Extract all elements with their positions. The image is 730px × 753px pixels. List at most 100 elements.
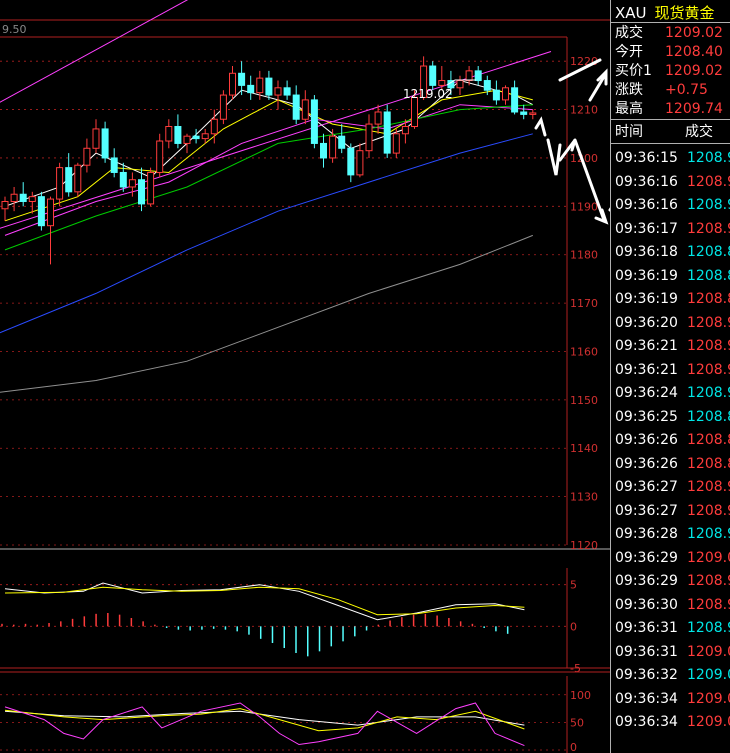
candle-body — [56, 167, 64, 200]
tick-price: 1208.9 — [687, 479, 730, 495]
tick-price: 1209.0 — [687, 690, 730, 707]
kdj-j-line — [4, 710, 525, 726]
tick-price: 1208.9 — [687, 526, 730, 542]
candle-body — [292, 94, 300, 120]
tick-price: 1208.8 — [687, 267, 730, 284]
tick-time: 09:36:15 — [615, 150, 678, 166]
tick-row: 09:36:29 1209.0 — [615, 547, 730, 570]
candle-body — [374, 111, 382, 125]
tick-time: 09:36:29 — [615, 573, 678, 589]
tick-row: 09:36:24 1208.9 — [615, 382, 730, 405]
tick-row: 09:36:30 1208.9 — [615, 594, 730, 617]
moving-average-line — [4, 104, 533, 236]
tick-time: 09:36:18 — [615, 244, 678, 260]
tick-row: 09:36:26 1208.8 — [615, 429, 730, 452]
candle-body — [83, 147, 91, 166]
y-tick-label: 1210 — [570, 104, 598, 117]
candle-body — [411, 96, 418, 128]
y-tick-label: 1130 — [570, 491, 598, 504]
kdj-k-line — [4, 702, 525, 747]
tick-row: 09:36:27 1208.9 — [615, 500, 730, 523]
y-tick-label: 1200 — [570, 152, 598, 165]
candle-body — [329, 135, 337, 159]
tick-price: 1209.0 — [687, 667, 730, 683]
kline-chart[interactable]: 9.50122012101200119011801170116011501140… — [0, 0, 610, 753]
tick-row: 09:36:28 1208.9 — [615, 523, 730, 546]
tick-row: 09:36:19 1208.8 — [615, 265, 730, 288]
tick-time: 09:36:21 — [615, 361, 678, 378]
candle-body — [383, 111, 391, 154]
candle-body — [274, 87, 282, 96]
tick-time: 09:36:31 — [615, 643, 678, 660]
tick-price: 1208.9 — [687, 573, 730, 589]
candle-body — [47, 198, 54, 227]
candle-body — [511, 87, 519, 113]
quote-row-label: 最高 — [615, 101, 643, 117]
candle-body — [219, 94, 227, 120]
quote-row: 今开 1208.40 — [615, 43, 723, 62]
macd-dea-line — [4, 586, 525, 616]
quote-row: 成交 1209.02 — [615, 24, 723, 43]
tick-price: 1208.9 — [687, 502, 730, 519]
tick-row: 09:36:34 1209.0 — [615, 688, 730, 711]
tick-time: 09:36:21 — [615, 338, 678, 354]
moving-average-line — [0, 133, 533, 334]
candle-body — [10, 193, 18, 202]
candle-body — [456, 80, 464, 89]
y-tick-label: 1170 — [570, 297, 598, 310]
macd-y-tick-label: 0 — [570, 620, 577, 633]
quote-row-value: 1208.40 — [665, 44, 723, 60]
tick-time: 09:36:26 — [615, 455, 678, 472]
tick-time: 09:36:25 — [615, 408, 678, 425]
quote-row-value: +0.75 — [665, 82, 708, 98]
tick-row: 09:36:29 1208.9 — [615, 570, 730, 593]
candle-body — [101, 128, 109, 159]
quote-row: 买价1 1209.02 — [615, 62, 723, 81]
symbol-name: 现货黄金 — [654, 4, 715, 22]
divider — [611, 22, 730, 23]
channel-line — [0, 0, 189, 103]
divider — [611, 143, 730, 144]
quote-row-value: 1209.02 — [665, 25, 723, 41]
candle-body — [365, 123, 373, 152]
candle-body — [401, 126, 409, 135]
tick-time: 09:36:27 — [615, 502, 678, 519]
candle-body — [429, 65, 437, 86]
annotation-arrow — [534, 116, 547, 137]
candle-body — [201, 133, 209, 140]
annotation-arrow — [596, 68, 608, 86]
tick-row: 09:36:32 1209.0 — [615, 664, 730, 687]
tick-time: 09:36:34 — [615, 714, 678, 730]
candle-body — [192, 135, 200, 140]
tick-price: 1208.9 — [687, 314, 730, 331]
tick-price: 1208.8 — [687, 432, 730, 448]
tick-row: 09:36:25 1208.8 — [615, 406, 730, 429]
candle-body — [65, 167, 73, 193]
kdj-y-tick-label: 50 — [570, 716, 584, 729]
moving-average-line — [0, 234, 533, 393]
candle-body — [392, 133, 400, 154]
divider — [611, 119, 730, 120]
tick-price: 1208.9 — [687, 338, 730, 354]
y-tick-label: 1190 — [570, 200, 598, 213]
tick-row: 09:36:31 1208.9 — [615, 617, 730, 640]
tick-price: 1208.9 — [687, 173, 730, 190]
tick-price: 1208.9 — [687, 596, 730, 613]
tick-row: 09:36:21 1208.9 — [615, 359, 730, 382]
tick-time: 09:36:32 — [615, 667, 678, 683]
y-tick-label: 1180 — [570, 249, 598, 262]
candle-body — [483, 80, 491, 91]
tick-row: 09:36:20 1208.9 — [615, 312, 730, 335]
candle-body — [283, 87, 291, 96]
tick-price: 1208.8 — [687, 244, 730, 260]
annotation-arrow — [588, 73, 607, 102]
symbol-header: XAU 现货黄金 — [615, 2, 715, 23]
tick-time: 09:36:28 — [615, 526, 678, 542]
moving-average-line — [4, 104, 533, 251]
candle-body — [502, 87, 509, 101]
tick-row: 09:36:18 1208.8 — [615, 241, 730, 264]
candle-body — [210, 118, 218, 135]
quote-row-label: 涨跌 — [615, 82, 643, 98]
candle-body — [156, 140, 164, 173]
tick-time: 09:36:30 — [615, 596, 678, 613]
